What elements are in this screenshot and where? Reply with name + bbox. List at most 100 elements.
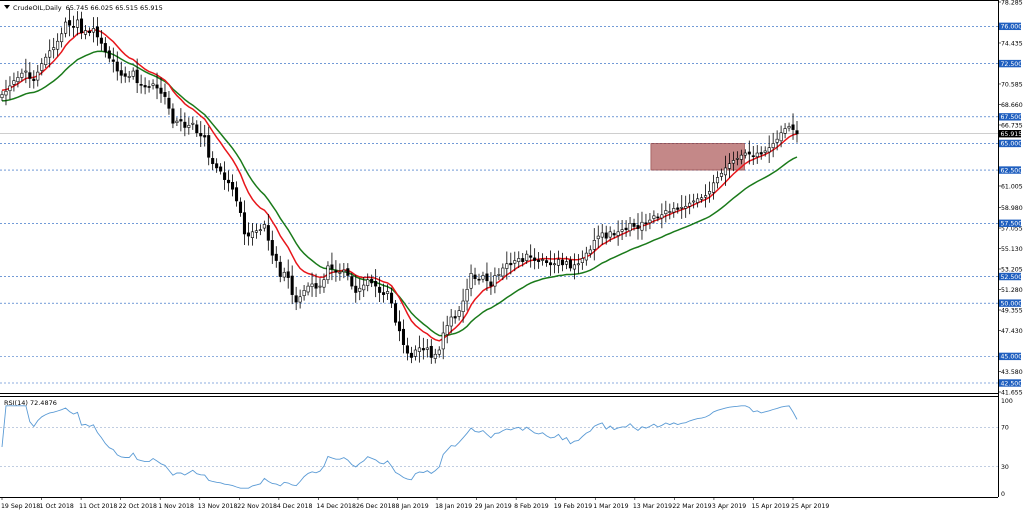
candle-body xyxy=(382,292,386,295)
candle-body xyxy=(187,125,191,128)
candle-body xyxy=(588,249,592,254)
candle-body xyxy=(286,271,290,278)
candle-body xyxy=(485,273,489,282)
level-price-box xyxy=(999,379,1021,387)
candle-body xyxy=(282,271,286,278)
candle-body xyxy=(123,73,127,77)
collapse-arrow-icon[interactable] xyxy=(4,5,10,9)
rsi-tick-label: 70 xyxy=(1001,425,1009,432)
candle-body xyxy=(95,26,99,38)
candle-body xyxy=(739,154,743,160)
candle-body xyxy=(87,30,91,34)
ema-fast-line xyxy=(1,29,798,342)
rsi-line xyxy=(1,405,798,489)
candle-body xyxy=(652,215,656,219)
candle-body xyxy=(529,255,533,258)
candle-body xyxy=(227,179,231,184)
candle-body xyxy=(322,279,326,288)
candle-body xyxy=(795,130,799,135)
price-tick-label: 66.735 xyxy=(1001,122,1023,129)
candle-body xyxy=(525,253,529,261)
candle-body xyxy=(338,271,342,274)
candle-body xyxy=(211,158,215,164)
candle-body xyxy=(231,182,235,190)
candle-body xyxy=(199,133,203,137)
candle-body xyxy=(469,273,473,289)
price-tick-label: 57.055 xyxy=(1001,225,1023,232)
price-axis: 78.285 74.435 70.585 68.660 66.735 61.005 58.9… xyxy=(998,0,1023,396)
price-tick-label: 55.130 xyxy=(1001,246,1023,253)
candle-body xyxy=(564,261,568,265)
candle-body xyxy=(533,257,537,261)
candle-body xyxy=(350,276,354,287)
candle-body xyxy=(131,70,135,77)
time-tick-label: 26 Dec 2018 xyxy=(356,503,396,510)
level-price-label: 67.500 xyxy=(1001,114,1023,121)
candle-body xyxy=(708,191,712,195)
candle-body xyxy=(763,150,767,153)
candle-body xyxy=(572,264,576,270)
candle-body xyxy=(771,143,775,149)
symbol-header[interactable]: CrudeOIL,Daily 65.745 66.025 65.515 65.91… xyxy=(4,4,163,12)
candle-body xyxy=(91,28,95,33)
candle-body xyxy=(314,283,318,289)
candle-body xyxy=(393,303,398,323)
candle-body xyxy=(787,126,791,129)
candle-body xyxy=(370,278,374,284)
candle-body xyxy=(596,235,600,240)
candle-body xyxy=(449,316,453,327)
candle-body xyxy=(584,252,588,261)
level-price-box xyxy=(999,59,1021,68)
time-tick-label: 19 Sep 2018 xyxy=(1,503,40,510)
candle-body xyxy=(302,290,306,296)
candle-body xyxy=(743,152,747,156)
candle-body xyxy=(362,284,366,291)
candle-body xyxy=(278,261,282,277)
candle-body xyxy=(28,72,32,79)
candle-body xyxy=(461,300,465,312)
candle-body xyxy=(207,135,211,158)
time-tick-label: 29 Jan 2019 xyxy=(475,503,512,510)
candle-body xyxy=(366,279,370,286)
price-tick-label: 68.660 xyxy=(1001,102,1023,109)
candle-body xyxy=(24,70,28,73)
candle-body xyxy=(779,132,783,142)
candle-body xyxy=(696,198,700,203)
ema-layer xyxy=(1,29,798,342)
time-tick-label: 8 Feb 2019 xyxy=(514,503,549,510)
candle-body xyxy=(119,70,123,76)
level-price-label: 57.500 xyxy=(1001,221,1023,228)
candle-body xyxy=(644,222,648,225)
candle-body xyxy=(632,222,636,227)
candle-body xyxy=(576,263,580,266)
time-tick-label: 11 Oct 2018 xyxy=(79,503,117,510)
candle-body xyxy=(731,160,735,164)
level-price-label: 50.000 xyxy=(1001,300,1023,307)
price-tick-label: 41.655 xyxy=(1001,389,1023,396)
time-tick-label: 18 Jan 2019 xyxy=(435,503,472,510)
level-price-box xyxy=(999,272,1021,281)
candle-body xyxy=(600,232,604,238)
candle-body xyxy=(409,352,413,358)
candle-body xyxy=(560,259,565,266)
candle-body xyxy=(473,274,477,279)
candle-body xyxy=(20,72,24,78)
candle-body xyxy=(40,63,44,71)
candle-body xyxy=(111,59,115,62)
candle-body xyxy=(735,158,739,160)
candle-body xyxy=(386,291,390,294)
candle-body xyxy=(4,90,8,96)
candle-body xyxy=(719,172,724,177)
time-tick-label: 4 Dec 2018 xyxy=(277,503,313,510)
candle-body xyxy=(266,225,270,241)
candle-body xyxy=(401,328,406,345)
candle-body xyxy=(143,85,147,88)
time-tick-label: 3 Apr 2019 xyxy=(712,503,746,510)
candle-body xyxy=(223,172,227,180)
candle-body xyxy=(552,263,557,266)
candle-body xyxy=(513,260,517,264)
time-tick-label: 19 Feb 2019 xyxy=(554,503,593,510)
candle-body xyxy=(509,262,513,266)
